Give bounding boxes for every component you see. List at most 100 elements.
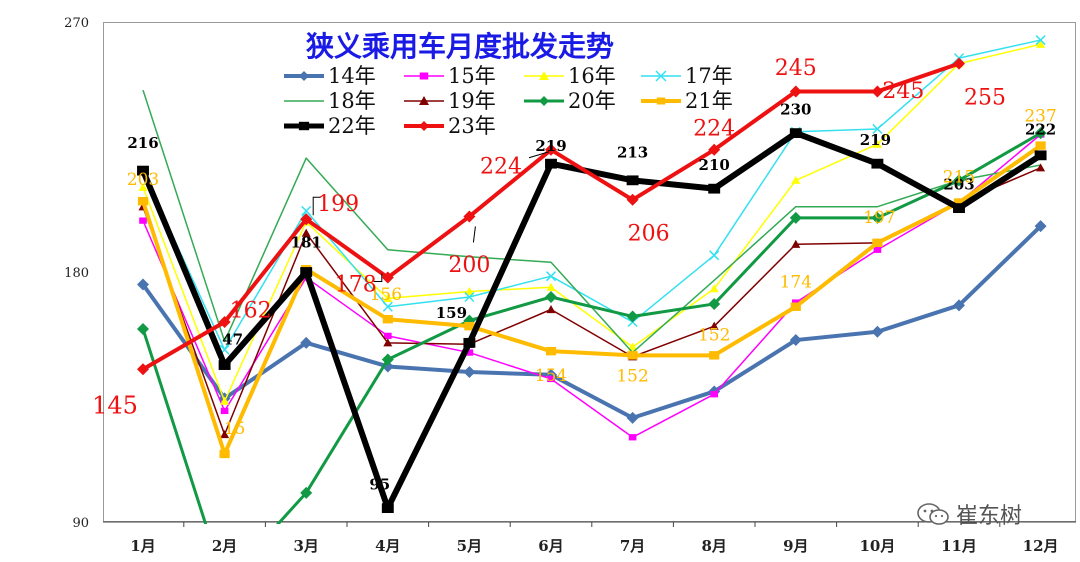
point-marker <box>872 123 883 134</box>
point-marker <box>628 342 638 351</box>
point-marker <box>708 297 721 310</box>
data-label: 162 <box>230 299 272 324</box>
point-marker <box>709 351 720 360</box>
point-marker <box>1034 220 1047 233</box>
point-marker <box>301 228 311 237</box>
point-marker <box>545 271 557 282</box>
data-label: 245 <box>882 79 924 104</box>
series-line <box>141 143 1042 456</box>
legend-item-21年: 21年 <box>641 89 733 113</box>
point-marker <box>465 349 474 356</box>
point-marker <box>790 302 801 311</box>
data-label: 174 <box>780 273 812 293</box>
point-marker <box>220 407 229 415</box>
x-tick-label: 11月 <box>941 537 977 555</box>
x-tick-label: 9月 <box>783 537 808 555</box>
data-label: 181 <box>291 233 322 251</box>
point-marker <box>1034 127 1047 140</box>
point-marker <box>383 293 393 302</box>
leader-line <box>373 273 383 283</box>
point-marker <box>138 182 148 191</box>
legend-item-18年: 18年 <box>284 89 376 113</box>
point-marker <box>383 332 392 340</box>
point-marker <box>546 305 556 314</box>
point-marker <box>382 301 393 312</box>
data-label: 245 <box>775 56 817 81</box>
legend-item-17年: 17年 <box>641 64 733 88</box>
series-line <box>140 130 1043 512</box>
data-label: 199 <box>317 192 359 217</box>
leader-line <box>312 196 321 216</box>
data-label: 203 <box>127 170 159 190</box>
point-marker <box>463 337 476 348</box>
point-marker <box>709 284 719 293</box>
legend-label: 14年 <box>328 64 376 88</box>
point-marker <box>873 246 882 253</box>
legend-item-16年: 16年 <box>524 64 616 88</box>
data-label: 224 <box>693 116 735 141</box>
point-marker <box>301 205 312 216</box>
point-marker <box>626 175 639 186</box>
data-label: 95 <box>369 475 390 493</box>
point-marker <box>628 434 637 441</box>
data-label: 47 <box>222 330 243 348</box>
legend-label: 21年 <box>685 89 733 113</box>
series-line <box>142 43 1041 402</box>
point-marker <box>545 346 557 356</box>
point-marker <box>547 375 555 383</box>
point-marker <box>709 321 719 330</box>
point-marker <box>546 282 556 291</box>
series-23年 <box>137 57 965 376</box>
legend-label: 16年 <box>568 64 616 88</box>
point-marker <box>655 70 667 82</box>
data-label: 210 <box>699 156 730 174</box>
point-marker <box>139 217 147 224</box>
point-marker <box>300 336 313 349</box>
legend-label: 17年 <box>685 64 733 88</box>
point-marker <box>137 322 149 335</box>
point-marker <box>953 198 965 207</box>
point-marker <box>545 143 557 156</box>
x-tick-label: 4月 <box>375 537 400 555</box>
data-label: 219 <box>535 137 566 155</box>
point-marker <box>382 315 393 324</box>
data-label: 224 <box>480 154 522 179</box>
point-marker <box>871 158 884 169</box>
point-marker <box>539 96 549 106</box>
data-label: 203 <box>943 175 974 193</box>
data-label: 216 <box>127 134 158 152</box>
point-marker <box>1036 163 1046 172</box>
point-marker <box>656 97 666 105</box>
point-marker <box>137 165 149 176</box>
legend-label: 20年 <box>568 89 616 113</box>
point-marker <box>299 71 309 81</box>
data-label: 219 <box>860 131 891 149</box>
point-marker <box>871 85 884 98</box>
point-marker <box>220 430 230 439</box>
point-marker <box>1035 35 1046 46</box>
point-marker <box>626 411 639 424</box>
data-label: 178 <box>335 272 377 297</box>
legend-item-22年: 22年 <box>284 114 376 138</box>
point-marker <box>1034 150 1047 161</box>
legend-item-14年: 14年 <box>284 64 376 88</box>
point-marker <box>872 139 882 148</box>
point-marker <box>464 321 475 331</box>
point-marker <box>791 175 801 184</box>
point-marker <box>953 299 965 312</box>
series-18年 <box>142 89 1041 354</box>
leader-line <box>528 151 550 159</box>
point-marker <box>1035 141 1046 150</box>
data-label: 152 <box>698 325 730 345</box>
data-label: 255 <box>964 85 1006 110</box>
series-lines <box>137 35 1047 524</box>
point-marker <box>137 278 149 291</box>
data-label: 156 <box>370 285 402 305</box>
watermark: 崔东树 <box>916 498 1022 530</box>
point-marker <box>789 211 802 224</box>
point-marker <box>300 486 313 499</box>
point-marker <box>953 174 965 187</box>
legend-label: 15年 <box>448 64 496 88</box>
chart-title: 狭义乘用车月度批发走势 <box>305 30 614 63</box>
point-marker <box>789 334 802 347</box>
